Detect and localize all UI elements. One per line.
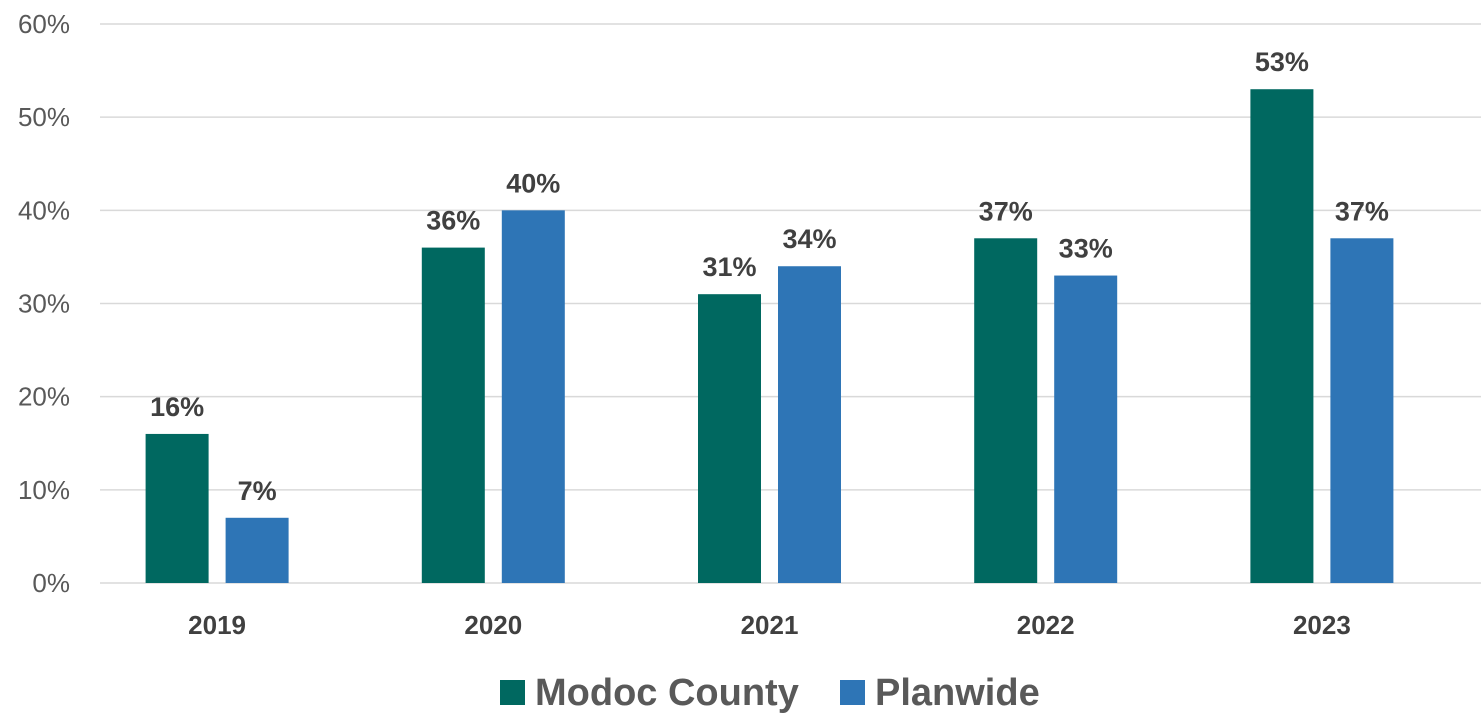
x-tick-label: 2019 xyxy=(188,610,246,640)
data-label: 7% xyxy=(238,476,277,506)
legend-label: Planwide xyxy=(875,672,1040,713)
data-label: 34% xyxy=(782,224,836,254)
bar-planwide-2023 xyxy=(1330,238,1394,584)
data-label: 33% xyxy=(1059,234,1113,264)
bars xyxy=(145,89,1394,584)
bar-planwide-2020 xyxy=(501,210,565,584)
x-tick-label: 2020 xyxy=(464,610,522,640)
y-tick-label: 50% xyxy=(18,102,70,132)
bar-modoc-county-2023 xyxy=(1250,89,1314,583)
y-axis: 0% 10% 20% 30% 40% 50% 60% xyxy=(18,9,70,598)
x-axis: 2019 2020 2021 2022 2023 xyxy=(188,610,1351,640)
legend: Modoc County Planwide xyxy=(500,672,1040,713)
data-labels: 16% 7% 36% 40% 31% 34% 37% 33% 53% 37% xyxy=(150,47,1389,506)
data-label: 36% xyxy=(426,206,480,236)
x-tick-label: 2022 xyxy=(1017,610,1075,640)
data-label: 16% xyxy=(150,392,204,422)
legend-swatch-modoc-county xyxy=(500,680,525,705)
data-label: 37% xyxy=(979,196,1033,226)
bar-planwide-2022 xyxy=(1054,275,1118,583)
x-tick-label: 2021 xyxy=(741,610,799,640)
bar-modoc-county-2020 xyxy=(421,247,485,583)
bar-modoc-county-2022 xyxy=(974,238,1038,584)
bar-modoc-county-2019 xyxy=(145,433,209,583)
x-tick-label: 2023 xyxy=(1293,610,1351,640)
y-tick-label: 20% xyxy=(18,382,70,412)
legend-swatch-planwide xyxy=(840,680,865,705)
bar-planwide-2019 xyxy=(225,517,289,583)
y-tick-label: 0% xyxy=(32,568,70,598)
data-label: 31% xyxy=(702,252,756,282)
y-tick-label: 40% xyxy=(18,195,70,225)
data-label: 37% xyxy=(1335,196,1389,226)
y-tick-label: 10% xyxy=(18,475,70,505)
bar-modoc-county-2021 xyxy=(698,294,761,583)
data-label: 40% xyxy=(506,168,560,198)
y-tick-label: 30% xyxy=(18,289,70,319)
y-tick-label: 60% xyxy=(18,9,70,39)
bar-planwide-2021 xyxy=(778,266,841,583)
legend-label: Modoc County xyxy=(535,672,799,713)
data-label: 53% xyxy=(1255,47,1309,77)
